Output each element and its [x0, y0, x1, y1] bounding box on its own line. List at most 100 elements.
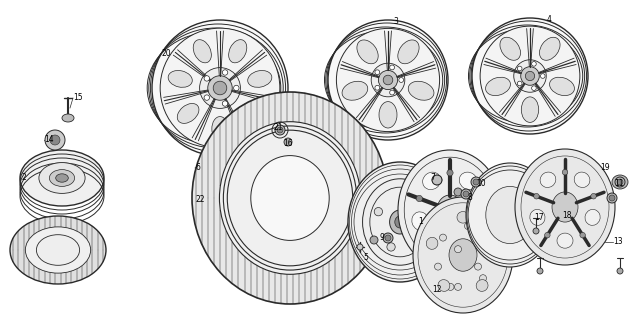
- Ellipse shape: [585, 209, 600, 225]
- Ellipse shape: [473, 179, 479, 185]
- Ellipse shape: [45, 130, 65, 150]
- Ellipse shape: [530, 209, 545, 225]
- Ellipse shape: [241, 103, 262, 124]
- Ellipse shape: [552, 192, 578, 222]
- Ellipse shape: [277, 127, 283, 133]
- Ellipse shape: [464, 222, 471, 229]
- Ellipse shape: [152, 20, 288, 156]
- Ellipse shape: [520, 67, 540, 85]
- Ellipse shape: [488, 237, 500, 249]
- Ellipse shape: [212, 116, 228, 141]
- Ellipse shape: [441, 237, 459, 254]
- Ellipse shape: [540, 172, 556, 188]
- Ellipse shape: [459, 172, 477, 190]
- Ellipse shape: [609, 195, 615, 201]
- Ellipse shape: [39, 163, 85, 193]
- Ellipse shape: [440, 234, 447, 241]
- Ellipse shape: [455, 246, 461, 253]
- Ellipse shape: [580, 232, 585, 238]
- Ellipse shape: [612, 175, 628, 189]
- Ellipse shape: [557, 233, 573, 248]
- Ellipse shape: [36, 235, 80, 265]
- Ellipse shape: [562, 170, 568, 175]
- Ellipse shape: [466, 237, 472, 243]
- Ellipse shape: [413, 197, 513, 313]
- Ellipse shape: [454, 188, 462, 196]
- Ellipse shape: [362, 179, 438, 265]
- Ellipse shape: [426, 237, 438, 249]
- Ellipse shape: [471, 212, 488, 230]
- Ellipse shape: [336, 28, 440, 132]
- Ellipse shape: [192, 92, 388, 304]
- Ellipse shape: [199, 68, 240, 108]
- Ellipse shape: [251, 156, 329, 240]
- Text: 5: 5: [363, 253, 368, 262]
- Text: 20: 20: [161, 50, 171, 59]
- Ellipse shape: [438, 280, 450, 292]
- Ellipse shape: [475, 263, 482, 270]
- Ellipse shape: [486, 186, 534, 244]
- Ellipse shape: [526, 71, 534, 81]
- Text: 8: 8: [467, 193, 472, 202]
- Ellipse shape: [383, 75, 393, 85]
- Ellipse shape: [379, 102, 397, 128]
- Text: 2: 2: [22, 173, 27, 182]
- Ellipse shape: [357, 244, 363, 250]
- Ellipse shape: [370, 236, 378, 244]
- Ellipse shape: [480, 275, 487, 282]
- Ellipse shape: [50, 135, 60, 145]
- Ellipse shape: [160, 28, 280, 148]
- Ellipse shape: [455, 284, 461, 291]
- Ellipse shape: [229, 40, 247, 63]
- Text: 18: 18: [562, 211, 571, 220]
- Ellipse shape: [284, 138, 292, 146]
- Ellipse shape: [20, 150, 104, 206]
- Ellipse shape: [534, 194, 539, 199]
- Text: 3: 3: [393, 18, 398, 27]
- Text: 15: 15: [73, 93, 83, 102]
- Ellipse shape: [437, 195, 463, 225]
- Ellipse shape: [62, 114, 74, 122]
- Ellipse shape: [574, 172, 590, 188]
- Ellipse shape: [514, 60, 547, 92]
- Ellipse shape: [412, 212, 429, 230]
- Text: 21: 21: [273, 124, 282, 132]
- Text: 22: 22: [196, 196, 206, 204]
- Ellipse shape: [374, 207, 383, 216]
- Ellipse shape: [615, 177, 625, 187]
- Ellipse shape: [385, 235, 391, 241]
- Ellipse shape: [457, 212, 469, 223]
- Ellipse shape: [248, 70, 272, 87]
- Ellipse shape: [422, 172, 441, 190]
- Ellipse shape: [550, 77, 575, 96]
- Text: 7: 7: [430, 173, 435, 182]
- Ellipse shape: [404, 193, 413, 201]
- Ellipse shape: [55, 174, 68, 182]
- Ellipse shape: [375, 70, 380, 75]
- Ellipse shape: [500, 37, 520, 60]
- Text: 9: 9: [379, 233, 384, 242]
- Text: 14: 14: [44, 135, 54, 145]
- Ellipse shape: [472, 18, 588, 134]
- Ellipse shape: [590, 194, 596, 199]
- Ellipse shape: [476, 280, 488, 292]
- Ellipse shape: [449, 239, 477, 271]
- Ellipse shape: [417, 228, 426, 236]
- Ellipse shape: [390, 210, 410, 234]
- Ellipse shape: [193, 40, 211, 63]
- Ellipse shape: [517, 81, 522, 86]
- Ellipse shape: [461, 189, 471, 199]
- Ellipse shape: [383, 233, 393, 243]
- Ellipse shape: [378, 70, 397, 90]
- Ellipse shape: [617, 268, 623, 274]
- Ellipse shape: [617, 179, 623, 185]
- Text: 1: 1: [418, 218, 423, 227]
- Text: 11: 11: [614, 179, 624, 188]
- Ellipse shape: [515, 149, 615, 265]
- Ellipse shape: [387, 243, 395, 251]
- Ellipse shape: [390, 90, 394, 95]
- Ellipse shape: [478, 196, 483, 202]
- Ellipse shape: [466, 163, 554, 267]
- Ellipse shape: [434, 263, 441, 270]
- Ellipse shape: [177, 103, 199, 124]
